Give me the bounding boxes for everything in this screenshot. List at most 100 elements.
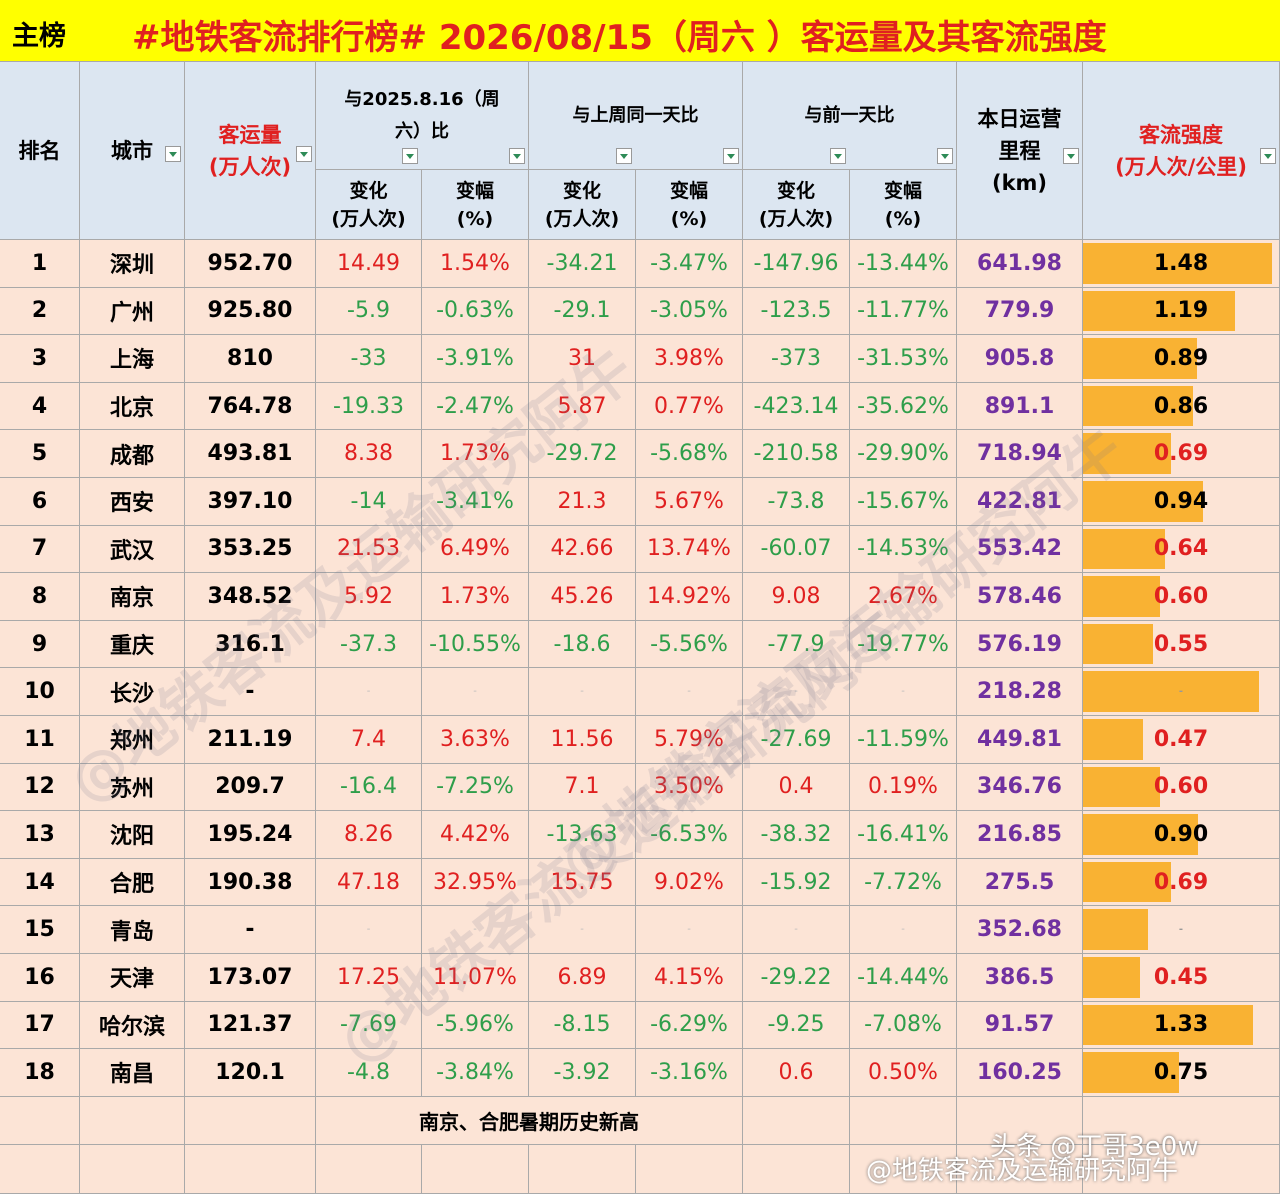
header-line: (km) — [991, 170, 1048, 195]
table-cell — [957, 1145, 1083, 1194]
table-cell: - — [743, 906, 850, 954]
cell-text: - — [580, 686, 584, 698]
cell-text: 1.54% — [440, 250, 510, 276]
table-cell: 0.6 — [743, 1049, 850, 1097]
cell-text: -0.63% — [436, 298, 514, 324]
table-cell: 42.66 — [529, 525, 636, 574]
table-cell: 17.25 — [316, 954, 422, 1002]
cell-text: 11.56 — [550, 726, 614, 752]
table-cell — [850, 1145, 957, 1194]
table-cell: 0.90 — [1083, 811, 1280, 859]
table-cell: -15.67% — [850, 478, 957, 526]
cell-text: 0.89 — [1153, 345, 1209, 371]
cell-text: -7.69 — [340, 1012, 397, 1038]
table-cell: 6 — [0, 478, 80, 526]
table-cell: 15.75 — [529, 858, 636, 907]
cell-text: 17 — [24, 1012, 55, 1038]
header-line: 里程 — [998, 138, 1041, 163]
table-cell: - — [422, 906, 529, 954]
table-cell: -16.4 — [316, 763, 422, 812]
cell-text: - — [794, 686, 798, 698]
cell-text: 南京 — [109, 586, 154, 612]
cell-text: -7.08% — [864, 1012, 942, 1038]
cell-text: -18.6 — [553, 631, 611, 657]
table-cell: -7.69 — [316, 1001, 422, 1050]
header-line: 变化 — [562, 179, 601, 202]
table-cell: 14 — [0, 858, 80, 907]
table-cell: -123.5 — [743, 287, 850, 336]
cell-text: 160.25 — [977, 1059, 1062, 1085]
cell-text: 449.81 — [977, 726, 1062, 752]
data-bar — [1083, 814, 1198, 855]
cell-text: 苏州 — [109, 776, 154, 802]
cell-text: 21.53 — [337, 536, 400, 562]
filter-button — [1063, 148, 1079, 164]
table-cell: 沈阳 — [80, 811, 185, 859]
data-bar — [1083, 623, 1154, 665]
table-cell: 3 — [0, 335, 80, 383]
cell-text: -3.91% — [436, 345, 514, 371]
table-cell: -3.91% — [422, 335, 529, 383]
table-cell: 0.60 — [1083, 763, 1280, 812]
filter-button — [165, 146, 181, 162]
table-cell: -35.62% — [850, 382, 957, 431]
table-cell: 905.8 — [957, 335, 1083, 383]
table-cell: 1.73% — [422, 573, 529, 621]
header-text: 城市 — [111, 138, 153, 163]
table-cell: 21.3 — [529, 478, 636, 526]
table-cell: -29.1 — [529, 287, 636, 336]
table-cell: -10.55% — [422, 620, 529, 669]
cell-text: - — [687, 686, 691, 698]
table-cell: 5.87 — [529, 382, 636, 431]
cell-text: 0.50% — [868, 1059, 938, 1085]
header-text: 与上周同一天比 — [572, 104, 699, 126]
table-cell: 211.19 — [185, 716, 316, 764]
cell-text: 13 — [24, 821, 55, 847]
table-cell: -3.47% — [636, 240, 743, 288]
cell-text: -10.55% — [429, 631, 521, 657]
table-cell: -11.59% — [850, 716, 957, 764]
table-cell: -7.08% — [850, 1001, 957, 1050]
header-cell: 排名 — [0, 62, 80, 240]
table-cell: 0.86 — [1083, 382, 1280, 431]
cell-text: 7 — [31, 536, 48, 562]
table-cell: - — [1083, 906, 1280, 954]
cell-text: 长沙 — [109, 681, 154, 707]
table-cell: - — [185, 668, 316, 716]
table-cell: - — [850, 906, 957, 954]
cell-text: - — [687, 924, 691, 936]
cell-text: 0.6 — [778, 1059, 814, 1085]
table-cell: -5.96% — [422, 1001, 529, 1050]
data-bar — [1083, 766, 1160, 808]
cell-text: 北京 — [109, 396, 154, 422]
table-cell: -147.96 — [743, 240, 850, 288]
cell-text: 青岛 — [109, 919, 154, 945]
cell-text: 17.25 — [337, 964, 400, 990]
table-cell: -3.92 — [529, 1049, 636, 1097]
header-cell: 变幅 (%) — [636, 170, 743, 240]
cell-text: 718.94 — [977, 441, 1062, 467]
cell-text: -3.84% — [436, 1059, 514, 1085]
table-cell: 195.24 — [185, 811, 316, 859]
cell-text: 891.1 — [984, 393, 1055, 419]
cell-text: 3.50% — [654, 774, 724, 800]
table-cell: 0.47 — [1083, 716, 1280, 764]
table-cell: 11 — [0, 716, 80, 764]
cell-text: 合肥 — [109, 872, 154, 898]
table-cell: 386.5 — [957, 954, 1083, 1002]
cell-text: 14 — [24, 869, 55, 895]
data-bar — [1083, 576, 1160, 617]
header-line: (%) — [456, 207, 494, 230]
cell-text: 925.80 — [207, 298, 293, 324]
cell-text: 13.74% — [647, 536, 731, 562]
cell-text: 905.8 — [984, 345, 1055, 371]
cell-text: - — [245, 679, 255, 705]
filter-button — [1260, 148, 1276, 164]
cell-text: 5.87 — [557, 393, 607, 419]
table-cell: 952.70 — [185, 240, 316, 288]
data-bar — [1083, 861, 1172, 903]
header-line: (万人次) — [331, 207, 406, 230]
table-cell: 重庆 — [80, 620, 185, 669]
cell-text: 4.42% — [440, 821, 510, 847]
cell-text: -147.96 — [753, 250, 839, 276]
